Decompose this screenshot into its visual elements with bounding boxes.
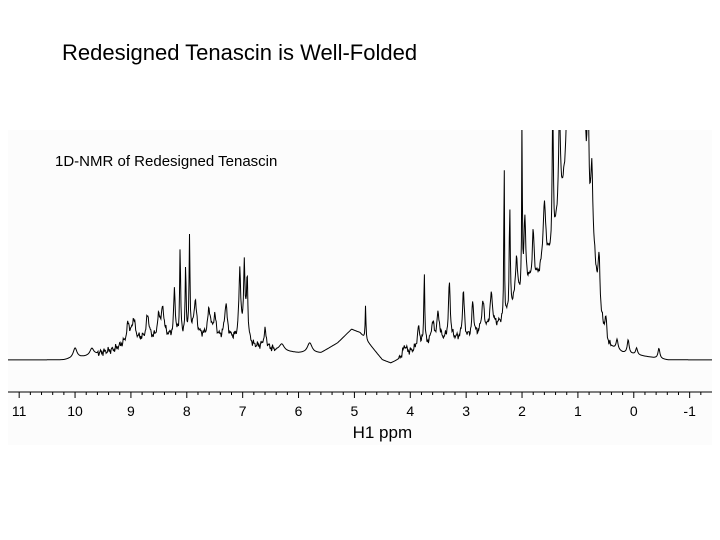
nmr-spectrum-chart: 1D-NMR of Redesigned Tenascin 11 10 9 8 7 6 5 4…: [8, 130, 712, 442]
x-tick-label: -1: [683, 403, 696, 419]
x-tick-label: 10: [67, 403, 83, 419]
x-axis-title: H1 ppm: [353, 423, 413, 442]
x-tick-label: 6: [295, 403, 303, 419]
chart-title: 1D-NMR of Redesigned Tenascin: [55, 153, 277, 170]
slide-title: Redesigned Tenascin is Well-Folded: [62, 40, 418, 65]
x-tick-label: 0: [630, 403, 638, 419]
x-tick-label: 1: [574, 403, 582, 419]
x-axis-ticks: 11 10 9 8 7 6 5 4 3 2 1 0 -1: [12, 392, 702, 419]
x-tick-label: 4: [406, 403, 414, 419]
spectrum-line: [8, 130, 712, 364]
x-tick-label: 11: [12, 403, 27, 419]
x-tick-label: 2: [518, 403, 526, 419]
x-tick-label: 9: [127, 403, 135, 419]
x-tick-label: 7: [239, 403, 247, 419]
x-tick-label: 3: [462, 403, 470, 419]
nmr-spectrum-panel: 1D-NMR of Redesigned Tenascin 11 10 9 8 7 6 5 4…: [8, 130, 712, 445]
x-tick-label: 5: [351, 403, 359, 419]
x-tick-label: 8: [183, 403, 191, 419]
